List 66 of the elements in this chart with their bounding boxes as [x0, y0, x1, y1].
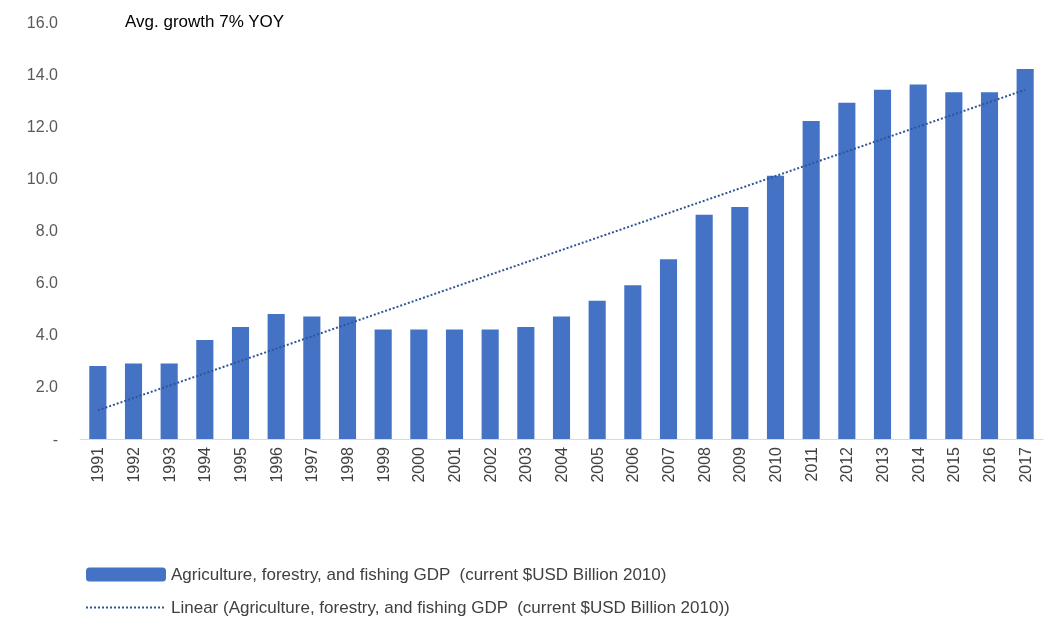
y-tick-label: 14.0: [26, 65, 59, 83]
bar: [89, 366, 107, 439]
bar: [445, 329, 464, 439]
bar: [410, 329, 428, 439]
x-tick-label: 1998: [339, 446, 356, 483]
bar: [766, 175, 785, 439]
x-tick-label: 2011: [802, 446, 820, 482]
y-tick-label: 10.0: [26, 169, 59, 187]
bar: [303, 316, 321, 439]
bar: [481, 329, 499, 439]
y-tick-label: 12.0: [26, 117, 59, 135]
bar: [624, 285, 642, 439]
bar: [980, 92, 999, 439]
x-tick-label: 1991: [89, 446, 107, 483]
x-tick-label: 2014: [909, 446, 927, 483]
bar: [124, 363, 143, 439]
bar: [945, 92, 963, 439]
bar: [338, 316, 357, 439]
annotation: Avg. growth 7% YOY: [125, 12, 285, 31]
x-tick-label: 2002: [481, 446, 499, 483]
bar: [552, 316, 571, 439]
bar: [873, 89, 892, 439]
x-tick-label: 1996: [267, 446, 285, 483]
bar: [160, 363, 178, 439]
x-tick-label: 1997: [303, 446, 321, 483]
x-tick-label: 2005: [588, 446, 606, 483]
x-tick-label: 2015: [945, 446, 963, 483]
legend-label: Agriculture, forestry, and fishing GDP (current $USD Billion 2010): [171, 565, 667, 584]
bar: [231, 326, 250, 439]
y-tick-label: 2.0: [35, 378, 59, 396]
bar: [695, 214, 713, 439]
bar: [196, 339, 214, 439]
x-tick-label: 2008: [695, 446, 713, 483]
bar: [909, 84, 927, 439]
x-tick-label: 1994: [196, 446, 214, 483]
y-tick-label: 4.0: [35, 326, 59, 344]
y-tick-label: -: [52, 430, 58, 448]
bar: [802, 121, 820, 439]
x-tick-label: 2004: [553, 446, 570, 483]
x-tick-label: 2006: [624, 446, 642, 483]
bar: [659, 259, 678, 439]
x-tick-label: 2001: [446, 446, 463, 483]
y-tick-label: 6.0: [35, 274, 59, 292]
bar: [838, 102, 856, 439]
bar: [588, 300, 606, 439]
bar: [1016, 68, 1034, 439]
x-tick-label: 1993: [160, 446, 178, 483]
y-tick-label: 8.0: [35, 222, 59, 239]
x-tick-label: 2012: [838, 446, 856, 483]
legend-label: Linear (Agriculture, forestry, and fishing GDP (current $USD Billion 2010)): [171, 598, 730, 617]
x-tick-label: 2016: [981, 446, 998, 483]
x-tick-label: 2009: [731, 446, 749, 483]
x-tick-label: 1995: [232, 446, 249, 483]
x-tick-label: 2003: [517, 446, 535, 483]
x-tick-label: 2010: [767, 446, 784, 483]
x-tick-label: 2000: [410, 446, 428, 483]
bar: [267, 313, 285, 439]
bar: [374, 329, 392, 439]
x-tick-label: 2013: [874, 446, 891, 483]
x-tick-label: 1992: [125, 446, 142, 483]
y-tick-label: 16.0: [26, 13, 59, 31]
bar: [731, 207, 749, 439]
x-tick-label: 2017: [1016, 446, 1034, 483]
x-tick-label: 2007: [660, 446, 677, 483]
bar: [517, 326, 535, 439]
x-tick-label: 1999: [374, 446, 392, 483]
